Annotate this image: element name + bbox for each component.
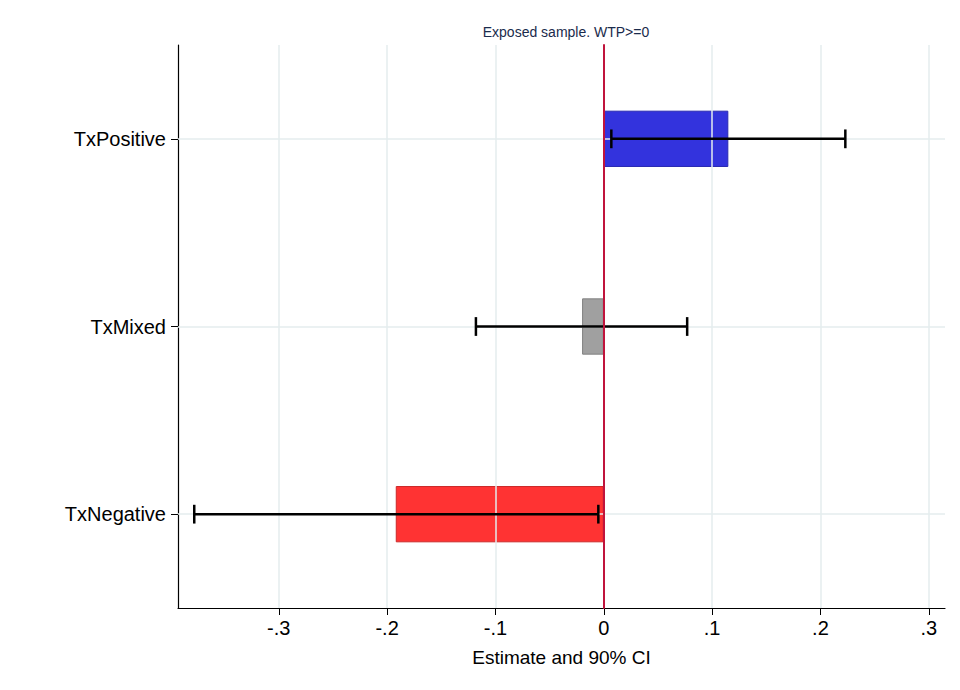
svg-text:0: 0 <box>598 617 609 639</box>
svg-text:-.3: -.3 <box>267 617 290 639</box>
svg-text:.1: .1 <box>704 617 721 639</box>
svg-text:.2: .2 <box>812 617 829 639</box>
svg-text:TxPositive: TxPositive <box>74 128 166 150</box>
svg-text:TxMixed: TxMixed <box>90 316 166 338</box>
svg-text:-.2: -.2 <box>375 617 398 639</box>
svg-text:Estimate and 90% CI: Estimate and 90% CI <box>472 647 650 668</box>
svg-text:-.1: -.1 <box>484 617 507 639</box>
svg-text:Exposed sample. WTP>=0: Exposed sample. WTP>=0 <box>483 24 650 40</box>
svg-text:TxNegative: TxNegative <box>65 503 166 525</box>
svg-text:.3: .3 <box>920 617 937 639</box>
